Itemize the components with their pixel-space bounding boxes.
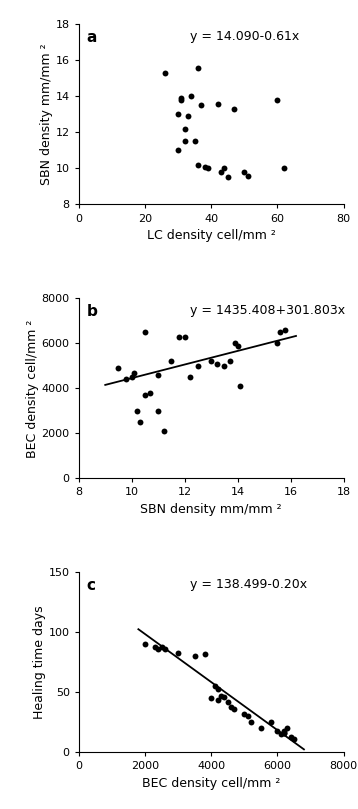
Point [281, 726, 287, 739]
Point [218, 166, 224, 179]
Point [182, 135, 188, 148]
Point [275, 724, 280, 737]
Point [232, 103, 237, 116]
Point [245, 169, 251, 182]
Text: b: b [87, 303, 98, 319]
Point [242, 166, 247, 179]
X-axis label: SBN density mm/mm ²: SBN density mm/mm ² [140, 503, 282, 516]
Point [187, 371, 193, 383]
Point [192, 650, 198, 663]
Point [291, 733, 297, 746]
Point [195, 359, 201, 372]
Point [169, 355, 174, 368]
Point [162, 642, 168, 655]
Point [142, 637, 148, 650]
Point [281, 724, 287, 737]
Point [205, 162, 211, 175]
Point [195, 61, 201, 74]
Point [124, 373, 129, 386]
Point [237, 379, 243, 392]
Point [227, 355, 233, 368]
Point [175, 144, 181, 157]
X-axis label: LC density cell/mm ²: LC density cell/mm ² [147, 229, 276, 242]
Point [182, 330, 188, 343]
Point [277, 325, 283, 338]
Point [179, 94, 184, 107]
Point [218, 689, 224, 702]
Point [131, 366, 137, 379]
Point [142, 325, 148, 338]
Point [198, 99, 204, 112]
Point [248, 716, 254, 729]
Point [137, 416, 142, 429]
Point [222, 691, 227, 704]
Point [189, 90, 194, 103]
Point [208, 355, 214, 368]
Text: c: c [87, 578, 96, 592]
Point [155, 642, 161, 655]
Point [275, 337, 280, 349]
Point [228, 701, 234, 714]
Point [232, 703, 237, 716]
Point [162, 66, 168, 79]
Point [232, 337, 238, 349]
Point [215, 693, 221, 706]
Point [278, 728, 284, 741]
Y-axis label: BEC density cell/mm ²: BEC density cell/mm ² [26, 319, 39, 458]
Point [288, 731, 294, 743]
Point [245, 709, 251, 722]
Point [225, 171, 231, 184]
Text: y = 14.090-0.61x: y = 14.090-0.61x [190, 30, 299, 43]
Point [202, 160, 208, 173]
Point [176, 330, 182, 343]
Point [155, 404, 161, 417]
Point [275, 94, 280, 107]
Point [282, 324, 288, 337]
Point [185, 110, 191, 123]
Point [222, 359, 227, 372]
Point [159, 640, 164, 653]
Text: y = 138.499-0.20x: y = 138.499-0.20x [190, 578, 307, 591]
Point [215, 97, 221, 110]
Point [134, 404, 140, 417]
Point [161, 425, 166, 438]
Point [182, 122, 188, 135]
Point [281, 162, 287, 175]
Point [116, 362, 121, 375]
Point [268, 716, 274, 729]
Point [281, 726, 287, 739]
Point [142, 388, 148, 401]
Point [215, 682, 221, 695]
Point [155, 368, 161, 381]
Point [258, 722, 264, 735]
Text: a: a [87, 30, 97, 44]
Point [225, 696, 231, 709]
Y-axis label: SBN density mm/mm ²: SBN density mm/mm ² [40, 44, 53, 185]
Point [208, 692, 214, 705]
Point [175, 646, 181, 659]
Point [129, 371, 135, 383]
Point [192, 135, 198, 148]
Point [175, 108, 181, 121]
Point [214, 357, 219, 370]
X-axis label: BEC density cell/mm ²: BEC density cell/mm ² [142, 777, 280, 790]
Point [147, 387, 153, 400]
Point [152, 640, 158, 653]
Point [212, 680, 217, 693]
Point [202, 647, 208, 660]
Point [222, 162, 227, 175]
Point [195, 159, 201, 172]
Point [242, 707, 247, 720]
Point [235, 339, 241, 352]
Point [179, 91, 184, 104]
Text: y = 1435.408+301.803x: y = 1435.408+301.803x [190, 303, 345, 316]
Y-axis label: Healing time days: Healing time days [33, 605, 46, 719]
Point [285, 722, 290, 735]
